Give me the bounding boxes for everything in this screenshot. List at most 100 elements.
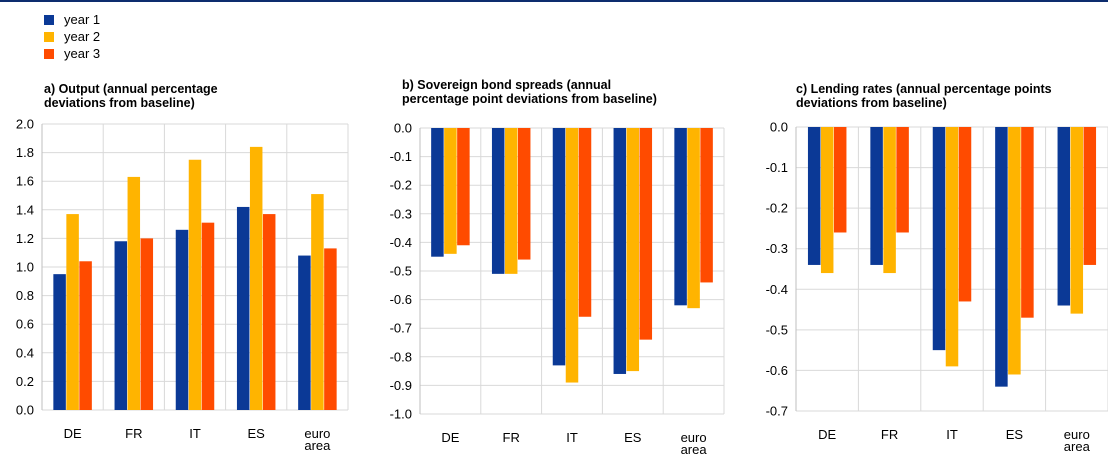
y-tick-label: 1.2 xyxy=(16,231,34,246)
bar xyxy=(504,128,518,274)
bar xyxy=(883,127,896,274)
x-tick-label: euro xyxy=(1064,427,1090,442)
x-tick-label: ES xyxy=(1006,427,1024,442)
x-tick-label: IT xyxy=(189,426,201,441)
y-tick-label: -0.1 xyxy=(766,160,788,175)
bar xyxy=(833,127,847,233)
chart-title-line: percentage point deviations from baselin… xyxy=(402,92,657,106)
bar xyxy=(114,241,128,410)
bar xyxy=(639,128,653,340)
x-tick-label: euro xyxy=(681,430,707,445)
legend-label: year 1 xyxy=(64,12,101,27)
chart-title-line: deviations from baseline) xyxy=(796,96,947,110)
chart-title-line: deviations from baseline) xyxy=(44,96,195,110)
y-tick-label: -0.6 xyxy=(766,363,788,378)
bar xyxy=(79,261,92,410)
y-tick-label: -0.7 xyxy=(390,321,412,336)
chart-title-line: a) Output (annual percentage xyxy=(44,82,218,96)
legend-item-year3: year 3 xyxy=(44,45,100,62)
bar xyxy=(613,128,627,374)
bar xyxy=(491,128,505,274)
bar xyxy=(687,128,700,309)
bar xyxy=(674,128,687,306)
x-tick-label: FR xyxy=(881,427,898,442)
bar xyxy=(175,229,189,410)
bar xyxy=(820,127,834,274)
y-tick-label: 0.0 xyxy=(394,121,412,136)
y-tick-label: -0.5 xyxy=(390,264,412,279)
bar xyxy=(249,146,263,410)
y-tick-label: 0.0 xyxy=(770,120,788,135)
bar xyxy=(807,127,821,265)
y-tick-label: 0.0 xyxy=(16,403,34,418)
bar xyxy=(66,214,79,410)
chart-panel-3: c) Lending rates (annual percentage poin… xyxy=(766,82,1108,454)
y-tick-label: -0.2 xyxy=(390,178,412,193)
bar xyxy=(932,127,946,351)
bar xyxy=(188,159,202,410)
x-tick-label: FR xyxy=(503,430,520,445)
y-tick-label: 0.8 xyxy=(16,288,34,303)
x-tick-label: ES xyxy=(624,430,642,445)
y-tick-label: -1.0 xyxy=(390,407,412,422)
x-tick-label: ES xyxy=(248,426,266,441)
y-tick-label: -0.3 xyxy=(766,241,788,256)
bar xyxy=(565,128,579,383)
legend-label: year 2 xyxy=(64,29,101,44)
bar xyxy=(444,128,457,254)
y-tick-label: -0.6 xyxy=(390,292,412,307)
bar xyxy=(311,194,324,410)
bar xyxy=(626,128,640,372)
bar xyxy=(140,238,154,410)
bar xyxy=(870,127,883,265)
y-tick-label: -0.2 xyxy=(766,201,788,216)
chart-title-line: c) Lending rates (annual percentage poin… xyxy=(796,82,1052,96)
legend-swatch xyxy=(44,48,54,59)
bar xyxy=(1083,127,1097,265)
bar xyxy=(1057,127,1071,306)
y-tick-label: -0.5 xyxy=(766,322,788,337)
y-tick-label: 0.2 xyxy=(16,374,34,389)
chart-title-line: b) Sovereign bond spreads (annual xyxy=(402,78,611,92)
legend-swatch xyxy=(44,31,54,42)
bar xyxy=(298,255,311,410)
x-tick-label: DE xyxy=(64,426,82,441)
y-tick-label: 1.4 xyxy=(16,202,34,217)
legend-item-year2: year 2 xyxy=(44,28,100,45)
bar xyxy=(127,176,141,410)
bar xyxy=(457,128,470,246)
legend-swatch xyxy=(44,14,54,25)
bar xyxy=(995,127,1008,387)
bar xyxy=(236,206,250,410)
bar xyxy=(945,127,959,367)
bar xyxy=(1008,127,1021,375)
x-tick-label: area xyxy=(304,438,331,453)
y-tick-label: -0.7 xyxy=(766,404,788,419)
bar xyxy=(578,128,592,317)
x-tick-label: area xyxy=(681,442,708,456)
bar xyxy=(896,127,909,233)
bar xyxy=(324,248,337,410)
y-tick-label: -0.4 xyxy=(766,282,788,297)
bar xyxy=(262,214,276,410)
y-tick-label: 0.6 xyxy=(16,317,34,332)
header-rule xyxy=(0,0,1108,2)
bar xyxy=(431,128,444,257)
y-tick-label: -0.1 xyxy=(390,149,412,164)
bar xyxy=(700,128,713,283)
y-tick-label: -0.4 xyxy=(390,235,412,250)
x-tick-label: IT xyxy=(946,427,958,442)
y-tick-label: -0.3 xyxy=(390,206,412,221)
bar xyxy=(53,274,66,410)
bar xyxy=(517,128,531,260)
x-tick-label: FR xyxy=(125,426,142,441)
y-tick-label: 0.4 xyxy=(16,345,34,360)
y-tick-label: -0.8 xyxy=(390,349,412,364)
legend-item-year1: year 1 xyxy=(44,11,100,28)
y-tick-label: 1.8 xyxy=(16,145,34,160)
x-tick-label: area xyxy=(1064,439,1091,454)
bar xyxy=(552,128,566,366)
legend-label: year 3 xyxy=(64,46,101,61)
